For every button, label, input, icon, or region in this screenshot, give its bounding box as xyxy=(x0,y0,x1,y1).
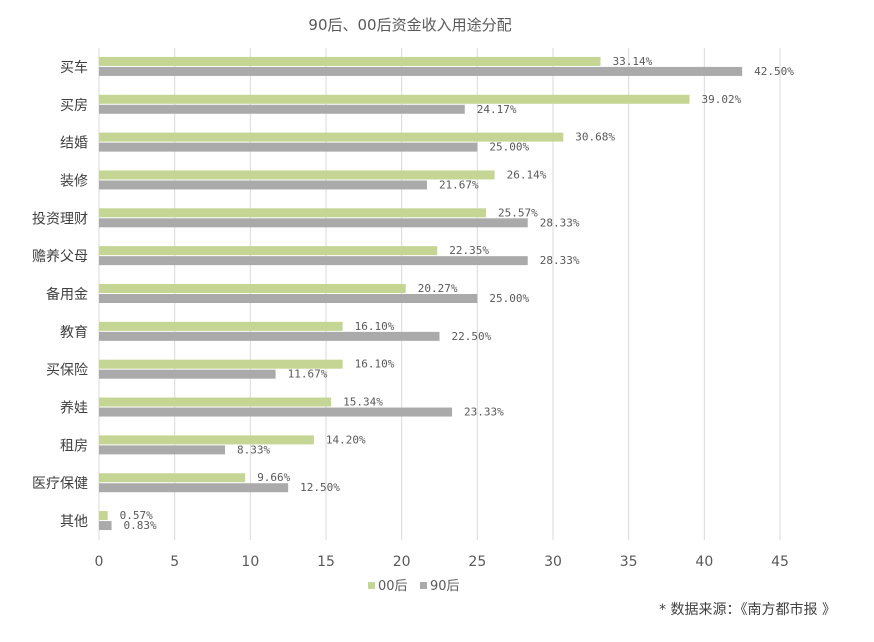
data-label: 22.50% xyxy=(452,330,492,343)
category-label: 养娃 xyxy=(60,401,88,417)
bars: 33.14% 42.50% 39.02% 24.17% 30.68% 25.00% 26.1… xyxy=(99,55,794,532)
bar-00-12 xyxy=(99,511,108,521)
legend-label-0: 00后 xyxy=(378,579,408,594)
data-label: 39.02% xyxy=(702,93,742,106)
bar-90-6 xyxy=(99,294,478,303)
x-axis-ticks: 0 5 10 15 20 25 30 35 40 45 xyxy=(95,554,789,570)
data-label: 30.68% xyxy=(575,131,615,144)
data-label: 21.67% xyxy=(439,178,479,191)
category-label: 结婚 xyxy=(60,136,88,152)
data-label: 42.50% xyxy=(754,65,794,78)
legend-swatch-0 xyxy=(368,582,375,589)
x-tick-label: 35 xyxy=(620,554,638,570)
data-label: 11.67% xyxy=(288,368,328,381)
category-label: 租房 xyxy=(60,438,88,454)
x-tick-label: 20 xyxy=(393,554,411,570)
category-label: 教育 xyxy=(60,325,88,341)
bar-00-3 xyxy=(99,170,495,180)
data-label: 8.33% xyxy=(237,443,270,456)
bar-00-0 xyxy=(99,56,601,66)
bar-90-7 xyxy=(99,331,440,341)
data-label: 20.27% xyxy=(418,282,458,295)
category-label: 买车 xyxy=(60,59,88,76)
x-tick-label: 40 xyxy=(695,554,713,570)
data-label: 0.57% xyxy=(120,509,153,522)
bar-90-8 xyxy=(99,369,276,379)
bar-90-10 xyxy=(99,445,226,455)
bar-90-3 xyxy=(99,180,427,190)
category-label: 买保险 xyxy=(46,363,88,379)
bar-90-2 xyxy=(99,142,478,152)
data-label: 24.17% xyxy=(477,103,517,116)
bar-00-7 xyxy=(99,321,343,331)
x-tick-label: 45 xyxy=(771,554,789,570)
data-label: 14.20% xyxy=(326,433,366,446)
data-label: 23.33% xyxy=(464,406,504,419)
category-label: 赡养父母 xyxy=(32,249,88,265)
bar-90-0 xyxy=(99,66,743,76)
data-label: 25.57% xyxy=(498,206,538,219)
source-note: * 数据来源：《南方都市报 》 xyxy=(659,601,836,618)
bar-90-9 xyxy=(99,407,453,417)
data-label: 22.35% xyxy=(449,244,489,257)
bar-00-4 xyxy=(99,208,486,218)
bar-00-9 xyxy=(99,397,332,407)
category-label: 投资理财 xyxy=(32,211,88,227)
data-label: 26.14% xyxy=(507,168,547,181)
x-tick-label: 25 xyxy=(468,554,486,570)
data-label: 28.33% xyxy=(540,254,580,267)
bar-00-1 xyxy=(99,94,690,104)
bar-90-11 xyxy=(99,483,289,493)
bar-90-1 xyxy=(99,104,465,114)
x-tick-label: 30 xyxy=(544,554,562,570)
legend: 00后 90后 xyxy=(368,579,460,594)
bar-00-8 xyxy=(99,359,343,369)
bar-00-11 xyxy=(99,473,246,483)
bar-90-5 xyxy=(99,256,528,266)
data-label: 33.14% xyxy=(613,55,653,68)
data-label: 9.66% xyxy=(257,471,290,484)
bar-00-10 xyxy=(99,435,314,445)
data-label: 12.50% xyxy=(300,481,340,494)
category-label: 其他 xyxy=(60,514,88,530)
data-label: 0.83% xyxy=(124,519,157,532)
category-label: 医疗保健 xyxy=(32,476,88,492)
x-tick-label: 0 xyxy=(95,554,104,570)
bar-90-4 xyxy=(99,218,528,228)
bar-00-6 xyxy=(99,284,406,293)
data-label: 15.34% xyxy=(343,396,383,409)
x-tick-label: 5 xyxy=(170,554,179,570)
category-label: 备用金 xyxy=(46,286,88,303)
legend-swatch-1 xyxy=(420,582,427,589)
x-tick-label: 10 xyxy=(241,554,259,570)
bar-90-12 xyxy=(99,521,112,531)
bar-00-5 xyxy=(99,246,438,256)
legend-label-1: 90后 xyxy=(430,579,460,594)
chart-title: 90后、00后资金收入用途分配 xyxy=(308,16,511,34)
data-label: 28.33% xyxy=(540,216,580,229)
category-label: 装修 xyxy=(60,173,88,189)
data-label: 16.10% xyxy=(355,358,395,371)
data-label: 16.10% xyxy=(355,320,395,333)
data-label: 25.00% xyxy=(489,292,529,305)
data-label: 25.00% xyxy=(489,141,529,154)
x-tick-label: 15 xyxy=(317,554,335,570)
category-label: 买房 xyxy=(60,98,88,114)
bar-00-2 xyxy=(99,132,564,142)
